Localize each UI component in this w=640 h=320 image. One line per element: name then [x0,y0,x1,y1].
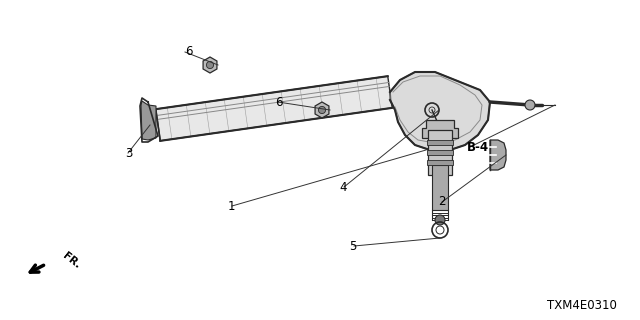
Text: FR.: FR. [61,251,82,271]
Bar [428,130,452,175]
Circle shape [435,215,445,225]
Text: 3: 3 [125,147,132,160]
Circle shape [319,106,326,114]
Bar [427,160,453,165]
Bar [431,165,449,210]
Text: 5: 5 [349,240,356,253]
Circle shape [206,61,214,68]
Text: 6: 6 [275,96,283,109]
Bar [427,140,453,145]
Bar [427,150,453,155]
Polygon shape [141,101,156,140]
Text: B-4: B-4 [467,141,490,154]
Text: 6: 6 [186,45,193,58]
Circle shape [525,100,535,110]
Text: 1: 1 [227,200,235,213]
Polygon shape [490,140,506,170]
Polygon shape [422,120,458,138]
Text: 4: 4 [339,181,347,194]
Polygon shape [390,72,490,150]
Text: 2: 2 [438,195,446,208]
Polygon shape [203,57,217,73]
Polygon shape [156,76,392,141]
Polygon shape [315,102,329,118]
Text: TXM4E0310: TXM4E0310 [547,299,617,312]
